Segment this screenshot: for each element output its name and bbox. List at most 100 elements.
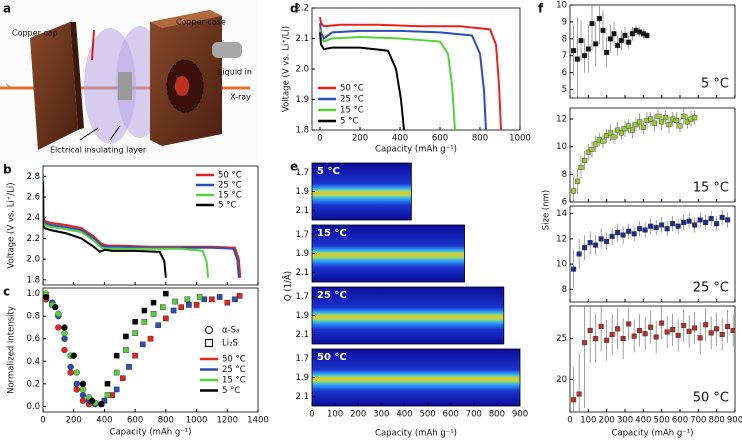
point (631, 231, 637, 237)
y-tick-label: 2.1 (295, 206, 309, 216)
x-tick-label: 0 (567, 416, 572, 426)
point (615, 43, 621, 49)
point (642, 227, 648, 233)
point (626, 321, 632, 327)
y-tick-label: 2.1 (295, 268, 309, 278)
y-tick-label: 12 (556, 234, 567, 244)
y-tick-label: 1.7 (295, 292, 309, 302)
legend-label: 50 °C (218, 171, 242, 181)
x-axis-label: Capacity (mAh g⁻¹) (375, 145, 457, 155)
plot-frame (569, 4, 736, 99)
y-tick-label: 0.4 (26, 357, 40, 367)
x-axis-label: Capacity (mAh g⁻¹) (612, 429, 694, 439)
point (585, 149, 591, 155)
x-tick-label: 600 (127, 416, 143, 426)
point (236, 293, 243, 299)
x-tick-label: 900 (512, 410, 528, 420)
x-tick-label: 200 (66, 416, 82, 426)
point (686, 328, 692, 334)
point (653, 334, 659, 340)
point (159, 304, 166, 310)
point (631, 333, 637, 339)
subplot-label: 25 °C (317, 290, 347, 301)
y-tick-label: 1.7 (295, 230, 309, 240)
point (618, 130, 624, 136)
line-series (319, 32, 405, 130)
point (626, 228, 632, 234)
schematic: a Copper cap Copper case Liquid in X-ray… (0, 0, 258, 160)
legend-label: 15 °C (340, 106, 364, 116)
x-tick-label: 700 (690, 416, 706, 426)
x-tick-label: 400 (96, 416, 112, 426)
point (697, 217, 703, 223)
point (104, 381, 111, 387)
legend-label: α-S₈ (222, 326, 240, 336)
point (104, 392, 111, 398)
point (574, 56, 580, 62)
point (703, 322, 709, 328)
legend-label: 15 °C (222, 376, 246, 386)
panel-letter: f (538, 2, 544, 16)
line-series (319, 29, 456, 130)
point (681, 323, 687, 329)
y-tick-label: 2.8 (26, 172, 40, 182)
y-tick-label: 1.9 (295, 311, 309, 321)
point (589, 21, 595, 27)
point (67, 363, 74, 371)
point (642, 331, 648, 337)
point (664, 226, 670, 232)
point (609, 332, 615, 338)
point (640, 124, 646, 130)
case-window-core (175, 76, 189, 96)
y-tick-label: 2.0 (295, 65, 309, 75)
x-tick-label: 500 (654, 416, 670, 426)
point (589, 146, 595, 152)
y-tick-label: 1.0 (26, 289, 40, 299)
point (571, 188, 577, 194)
point (659, 320, 665, 326)
line-series (43, 178, 210, 278)
x-tick-label: 800 (709, 416, 725, 426)
point (633, 122, 639, 128)
point (132, 319, 138, 325)
legend-marker (205, 326, 213, 334)
legend-label: 5 °C (340, 117, 358, 127)
point (629, 127, 635, 133)
point (186, 302, 192, 308)
point (571, 397, 577, 403)
point (648, 324, 654, 330)
label: Liquid in (218, 68, 252, 77)
legend-marker (205, 339, 213, 347)
x-tick-label: 1400 (247, 416, 269, 426)
point (708, 330, 714, 336)
pointer (109, 125, 121, 141)
point (648, 116, 654, 122)
point (123, 347, 129, 353)
y-tick-label: 14 (556, 209, 567, 219)
y-tick-label: 20 (556, 375, 567, 385)
y-tick-label: 2.6 (26, 193, 40, 203)
point (88, 397, 96, 404)
y-tick-label: 0.6 (26, 334, 40, 344)
x-tick-label: 1200 (216, 416, 238, 426)
y-tick-label: 1.8 (26, 275, 40, 285)
point (611, 31, 617, 37)
point (576, 391, 582, 397)
x-tick-label: 100 (580, 416, 596, 426)
pointer (79, 127, 99, 141)
y-tick-label: 2.1 (295, 330, 309, 340)
line-series (43, 174, 242, 278)
point (629, 31, 635, 37)
y-axis-label: Voltage (V vs. Li⁺/Li) (7, 182, 17, 268)
legend-label: 25 °C (218, 181, 242, 191)
y-tick-label: 6 (562, 68, 567, 78)
point (719, 214, 725, 220)
y-tick-label: 8 (562, 285, 567, 295)
point (155, 322, 161, 329)
point (582, 158, 588, 164)
label: X-ray (230, 93, 251, 102)
y-tick-label: 0.0 (26, 402, 40, 412)
x-axis-label: Capacity (mAh g⁻¹) (375, 429, 457, 439)
x-tick-label: 900 (727, 416, 742, 426)
point (140, 341, 146, 348)
